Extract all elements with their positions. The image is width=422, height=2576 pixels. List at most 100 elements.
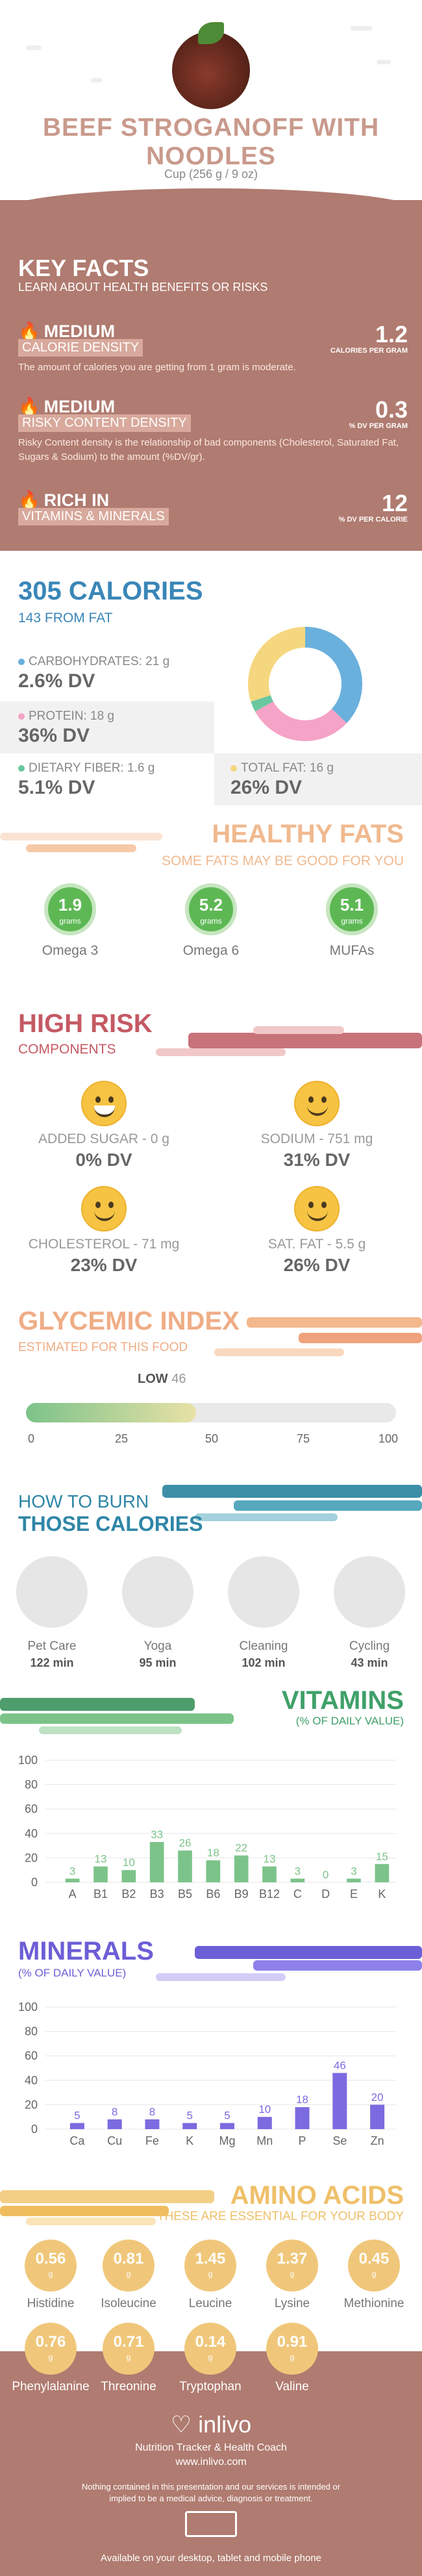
risk-sat-fat: SAT. FAT - 5.5 g 26% DV: [226, 1237, 408, 1276]
decoration: [26, 2217, 156, 2225]
amino-label: Lysine: [274, 2297, 310, 2310]
bar-value-label: 22: [235, 1842, 247, 1854]
bar-value-label: 3: [69, 1865, 75, 1877]
amino-label: Isoleucine: [101, 2297, 156, 2310]
amino-unit: g: [290, 2353, 295, 2362]
amino-label: Histidine: [27, 2297, 75, 2310]
amino-badge: 0.76 g: [25, 2323, 77, 2375]
bar-value-label: 8: [149, 2106, 155, 2118]
amino-label: Tryptophan: [179, 2380, 242, 2393]
decoration: [26, 45, 42, 50]
legend-dot: [18, 765, 25, 772]
amino-badge: 0.91 g: [266, 2323, 318, 2375]
fat-value: 1.9: [58, 895, 82, 915]
bar-B1: [93, 1866, 108, 1882]
bar-value-label: 20: [371, 2091, 384, 2103]
decoration: [156, 1973, 286, 1981]
amino-label: Phenylalanine: [12, 2380, 90, 2393]
high-risk-subtitle: COMPONENTS: [18, 1042, 116, 1057]
healthy-fats-title: HEALTHY FATS: [212, 820, 404, 848]
x-tick-label: Zn: [371, 2134, 384, 2147]
activity-minutes: 43 min: [351, 1656, 388, 1669]
devices-icon: [185, 2511, 237, 2537]
bar-B6: [206, 1860, 221, 1882]
bar-value-label: 5: [186, 2110, 192, 2122]
x-tick-label: A: [69, 1888, 77, 1900]
burn-title: HOW TO BURN: [18, 1491, 149, 1511]
healthy-fats-subtitle: SOME FATS MAY BE GOOD FOR YOU: [161, 853, 404, 868]
key-facts-subtitle: LEARN ABOUT HEALTH BENEFITS OR RISKS: [18, 281, 268, 294]
amino-label: Valine: [275, 2380, 309, 2393]
nutrient-label: PROTEIN: 18 g: [29, 709, 114, 723]
nutrient-label: TOTAL FAT: 16 g: [241, 761, 334, 775]
dog-walking-icon: [16, 1556, 88, 1628]
fact-label: VITAMINS & MINERALS: [18, 508, 169, 525]
amino-value: 0.76: [35, 2333, 66, 2351]
x-tick-label: E: [350, 1888, 358, 1900]
bar-A: [65, 1878, 80, 1882]
amino-value: 0.14: [195, 2333, 226, 2351]
decoration: [156, 1048, 286, 1056]
band: [214, 753, 422, 805]
y-tick-label: 0: [31, 1876, 38, 1889]
amino-unit: g: [126, 2353, 131, 2362]
amino-badge: 0.14 g: [184, 2323, 236, 2375]
bar-Cu: [107, 2119, 122, 2129]
bar-K: [182, 2123, 197, 2129]
x-tick-label: B6: [206, 1888, 220, 1900]
decoration: [214, 1348, 344, 1356]
calorie-donut-chart: [248, 627, 362, 741]
x-tick-label: D: [321, 1888, 330, 1900]
decoration: [0, 2190, 214, 2203]
activity-yoga: Yoga 95 min: [119, 1556, 197, 1670]
decoration: [377, 60, 391, 64]
activity-label: Cycling: [349, 1639, 390, 1653]
amino-badge: 1.37 g: [266, 2240, 318, 2292]
amino-label: Methionine: [343, 2297, 404, 2310]
risk-dv: 31% DV: [283, 1150, 351, 1170]
high-risk-title: HIGH RISK: [18, 1009, 153, 1038]
brand-url[interactable]: www.inlivo.com: [175, 2456, 247, 2468]
amino-value: 0.56: [35, 2250, 66, 2267]
nutrient-dv: 26% DV: [230, 777, 303, 798]
glycemic-title: GLYCEMIC INDEX: [18, 1307, 240, 1335]
bar-B3: [149, 1841, 164, 1882]
bar-value-label: 10: [123, 1856, 135, 1869]
x-tick-label: Se: [332, 2134, 347, 2147]
decoration: [195, 1513, 338, 1521]
bar-Ca: [69, 2123, 84, 2129]
glycemic-marker: LOW 46: [138, 1372, 186, 1387]
calories-title: 305 CALORIES: [18, 577, 203, 605]
decoration: [351, 26, 373, 31]
decoration: [0, 2206, 169, 2216]
x-tick-label: B3: [150, 1888, 164, 1900]
donut-slice-carbs: [304, 627, 362, 724]
minerals-subtitle: (% OF DAILY VALUE): [18, 1967, 127, 1979]
x-tick-label: B12: [259, 1888, 280, 1900]
fat-badge-omega3: 1.9 grams: [44, 883, 96, 935]
bar-value-label: 3: [351, 1865, 356, 1877]
nutrient-carbs: CARBOHYDRATES: 21 g 2.6% DV: [18, 655, 169, 692]
amino-value: 0.91: [277, 2333, 308, 2351]
fact-level: 🔥 RICH IN: [18, 490, 408, 511]
fact-unit: CALORIES PER GRAM: [330, 347, 408, 355]
y-tick-label: 20: [25, 2098, 38, 2111]
x-tick-label: Cu: [107, 2134, 122, 2147]
bar-Mg: [220, 2123, 234, 2129]
amino-value: 0.81: [113, 2250, 144, 2267]
decoration: [0, 833, 162, 840]
wave-divider: [0, 188, 422, 212]
nutrient-dv: 2.6% DV: [18, 670, 95, 692]
amino-label: Threonine: [101, 2380, 156, 2393]
key-facts-title: KEY FACTS: [18, 255, 149, 281]
yoga-icon: [122, 1556, 193, 1628]
fact-level: 🔥 MEDIUM: [18, 396, 408, 417]
vitamins-subtitle: (% OF DAILY VALUE): [295, 1715, 404, 1727]
bar-value-label: 10: [258, 2103, 271, 2115]
decoration: [91, 78, 103, 82]
header: BEEF STROGANOFF WITH NOODLES Cup (256 g …: [0, 0, 422, 188]
decoration: [234, 1500, 422, 1511]
key-facts-section: KEY FACTS LEARN ABOUT HEALTH BENEFITS OR…: [0, 188, 422, 551]
bar-B12: [262, 1866, 277, 1882]
